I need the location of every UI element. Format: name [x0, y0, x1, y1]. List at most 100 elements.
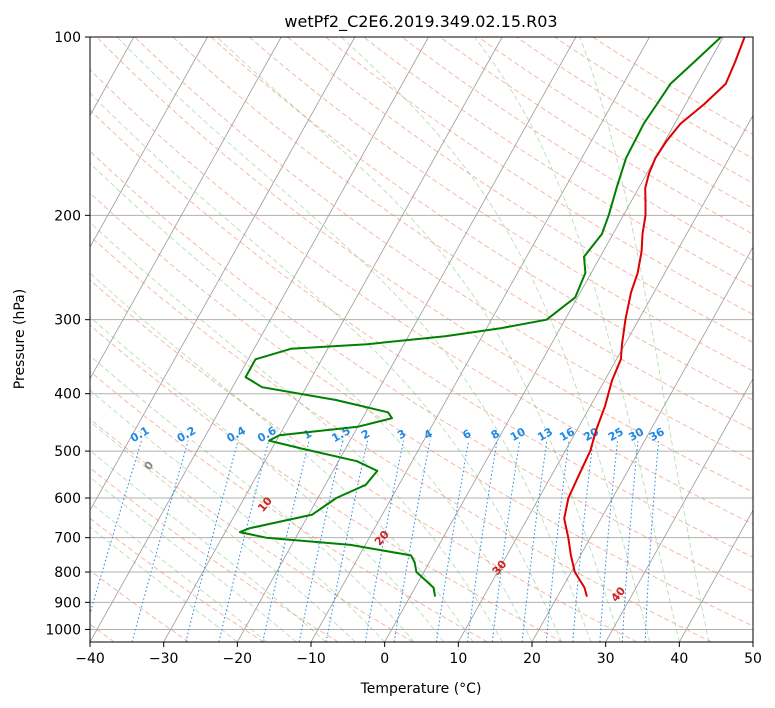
y-tick-label: 1000: [45, 622, 81, 638]
mixing-ratio-label: 20: [581, 425, 601, 444]
y-tick-label: 700: [54, 531, 81, 547]
mixing-ratio-line: [90, 440, 143, 616]
dry-adiabat: [90, 68, 753, 525]
dry-adiabat: [325, 37, 753, 315]
dry-adiabat-label: 30: [490, 557, 510, 577]
dry-adiabat: [90, 467, 339, 642]
dry-adiabat: [210, 37, 753, 401]
isotherm-gridline: [384, 37, 724, 642]
isotherm-gridline: [0, 37, 60, 642]
moist-adiabat: [90, 272, 474, 642]
mixing-ratio-label: 1: [301, 427, 314, 442]
y-tick-label: 400: [54, 387, 81, 403]
moist-adiabat: [90, 221, 503, 642]
moist-adiabat: [90, 355, 415, 642]
axis-ticks: −40 −30 −20 −10 0 10 20 30 40 5010020030040050060…: [45, 30, 762, 667]
mixing-ratio-label: 30: [626, 425, 646, 444]
mixing-ratio-line: [325, 440, 368, 642]
mixing-ratio-line: [185, 440, 239, 642]
x-tick-label: −20: [223, 651, 253, 667]
isotherm-gridline: [457, 114, 753, 642]
isotherm-gridline: [163, 37, 503, 642]
mixing-ratio-line: [644, 440, 660, 642]
dry-adiabat: [592, 37, 753, 135]
isotherm-gridline: [90, 37, 356, 512]
x-tick-label: 10: [449, 651, 467, 667]
y-tick-label: 600: [54, 491, 81, 507]
mixing-ratio-line: [467, 440, 498, 642]
dry-adiabat-label: 10: [255, 494, 275, 514]
dry-adiabat: [90, 370, 488, 642]
dry-adiabat: [439, 37, 753, 235]
dry-adiabat: [90, 569, 190, 642]
dry-adiabat-label: 40: [608, 584, 628, 604]
moist-adiabat: [90, 162, 533, 642]
dewpoint-profile-line: [238, 37, 722, 597]
moist-adiabat: [90, 92, 562, 642]
dry-adiabat: [363, 37, 753, 288]
moist-adiabat: [340, 37, 651, 642]
moist-adiabat: [116, 37, 592, 642]
isotherm-gridline: [531, 246, 753, 642]
dry-adiabat: [90, 324, 563, 642]
y-tick-label: 500: [54, 444, 81, 460]
dry-adiabat: [90, 279, 638, 642]
y-tick-label: 100: [54, 30, 81, 46]
dry-adiabat-label: 20: [372, 528, 392, 548]
plot-area: -100-90-80-70-60-50-40-30-20-10010203040…: [0, 37, 753, 642]
moist-adiabat: [90, 389, 386, 642]
x-tick-label: −10: [296, 651, 326, 667]
moist-adiabat: [579, 37, 710, 642]
dry-adiabat: [249, 37, 753, 372]
moist-adiabat: [90, 476, 297, 642]
mixing-ratio-line: [545, 440, 570, 642]
y-tick-label: 900: [54, 595, 81, 611]
y-tick-label: 300: [54, 313, 81, 329]
isotherm-gridline: [605, 377, 753, 642]
isotherm-gridline: [90, 37, 208, 248]
isotherm-gridline: [752, 641, 753, 642]
mixing-ratio-line: [364, 440, 404, 642]
moist-adiabat: [90, 502, 268, 642]
x-tick-label: −30: [149, 651, 179, 667]
moist-adiabat: [90, 449, 327, 642]
plot-frame: [89, 36, 754, 643]
x-tick-label: 40: [670, 651, 688, 667]
mixing-ratio-line: [621, 440, 639, 642]
y-tick-label: 800: [54, 565, 81, 581]
dry-adiabat: [90, 418, 414, 642]
mixing-ratio-line: [131, 440, 189, 642]
mixing-ratio-line: [393, 440, 431, 642]
x-tick-label: 20: [523, 651, 541, 667]
mixing-ratio-line: [218, 440, 270, 642]
mixing-ratio-label: 0.4: [225, 424, 249, 445]
mixing-ratio-label: 16: [557, 425, 577, 444]
mixing-ratio-label: 13: [535, 425, 555, 444]
dry-adiabat: [172, 37, 753, 431]
mixing-ratio-line: [435, 440, 470, 642]
dry-adiabat-label: 0: [141, 458, 156, 472]
x-tick-label: −40: [75, 651, 105, 667]
mixing-ratio-line: [521, 440, 548, 642]
moist-adiabat: [90, 526, 238, 642]
isotherm-gridline: [678, 509, 753, 642]
mixing-ratio-line: [572, 440, 594, 642]
moist-adiabat: [90, 420, 356, 642]
mixing-ratio-line: [262, 440, 310, 642]
dry-adiabat: [90, 109, 753, 558]
y-tick-label: 200: [54, 208, 81, 224]
chart-title: wetPf2_C2E6.2019.349.02.15.R03: [284, 12, 557, 32]
isotherm-gridline: [90, 37, 429, 642]
moist-adiabat: [90, 316, 444, 642]
mixing-ratio-line: [599, 440, 619, 642]
mixing-ratio-label: 2: [359, 427, 372, 442]
moist-adiabat: [474, 37, 680, 642]
mixing-ratio-label: 6: [460, 427, 473, 442]
dry-adiabat: [90, 235, 712, 642]
x-axis-label: Temperature (°C): [360, 681, 482, 697]
temperature-profile-line: [563, 37, 746, 597]
isotherm-gridline: [90, 37, 282, 380]
isotherm-gridline: [310, 37, 650, 642]
y-axis-label: Pressure (hPa): [12, 289, 28, 389]
mixing-ratio-label: 36: [647, 425, 667, 444]
